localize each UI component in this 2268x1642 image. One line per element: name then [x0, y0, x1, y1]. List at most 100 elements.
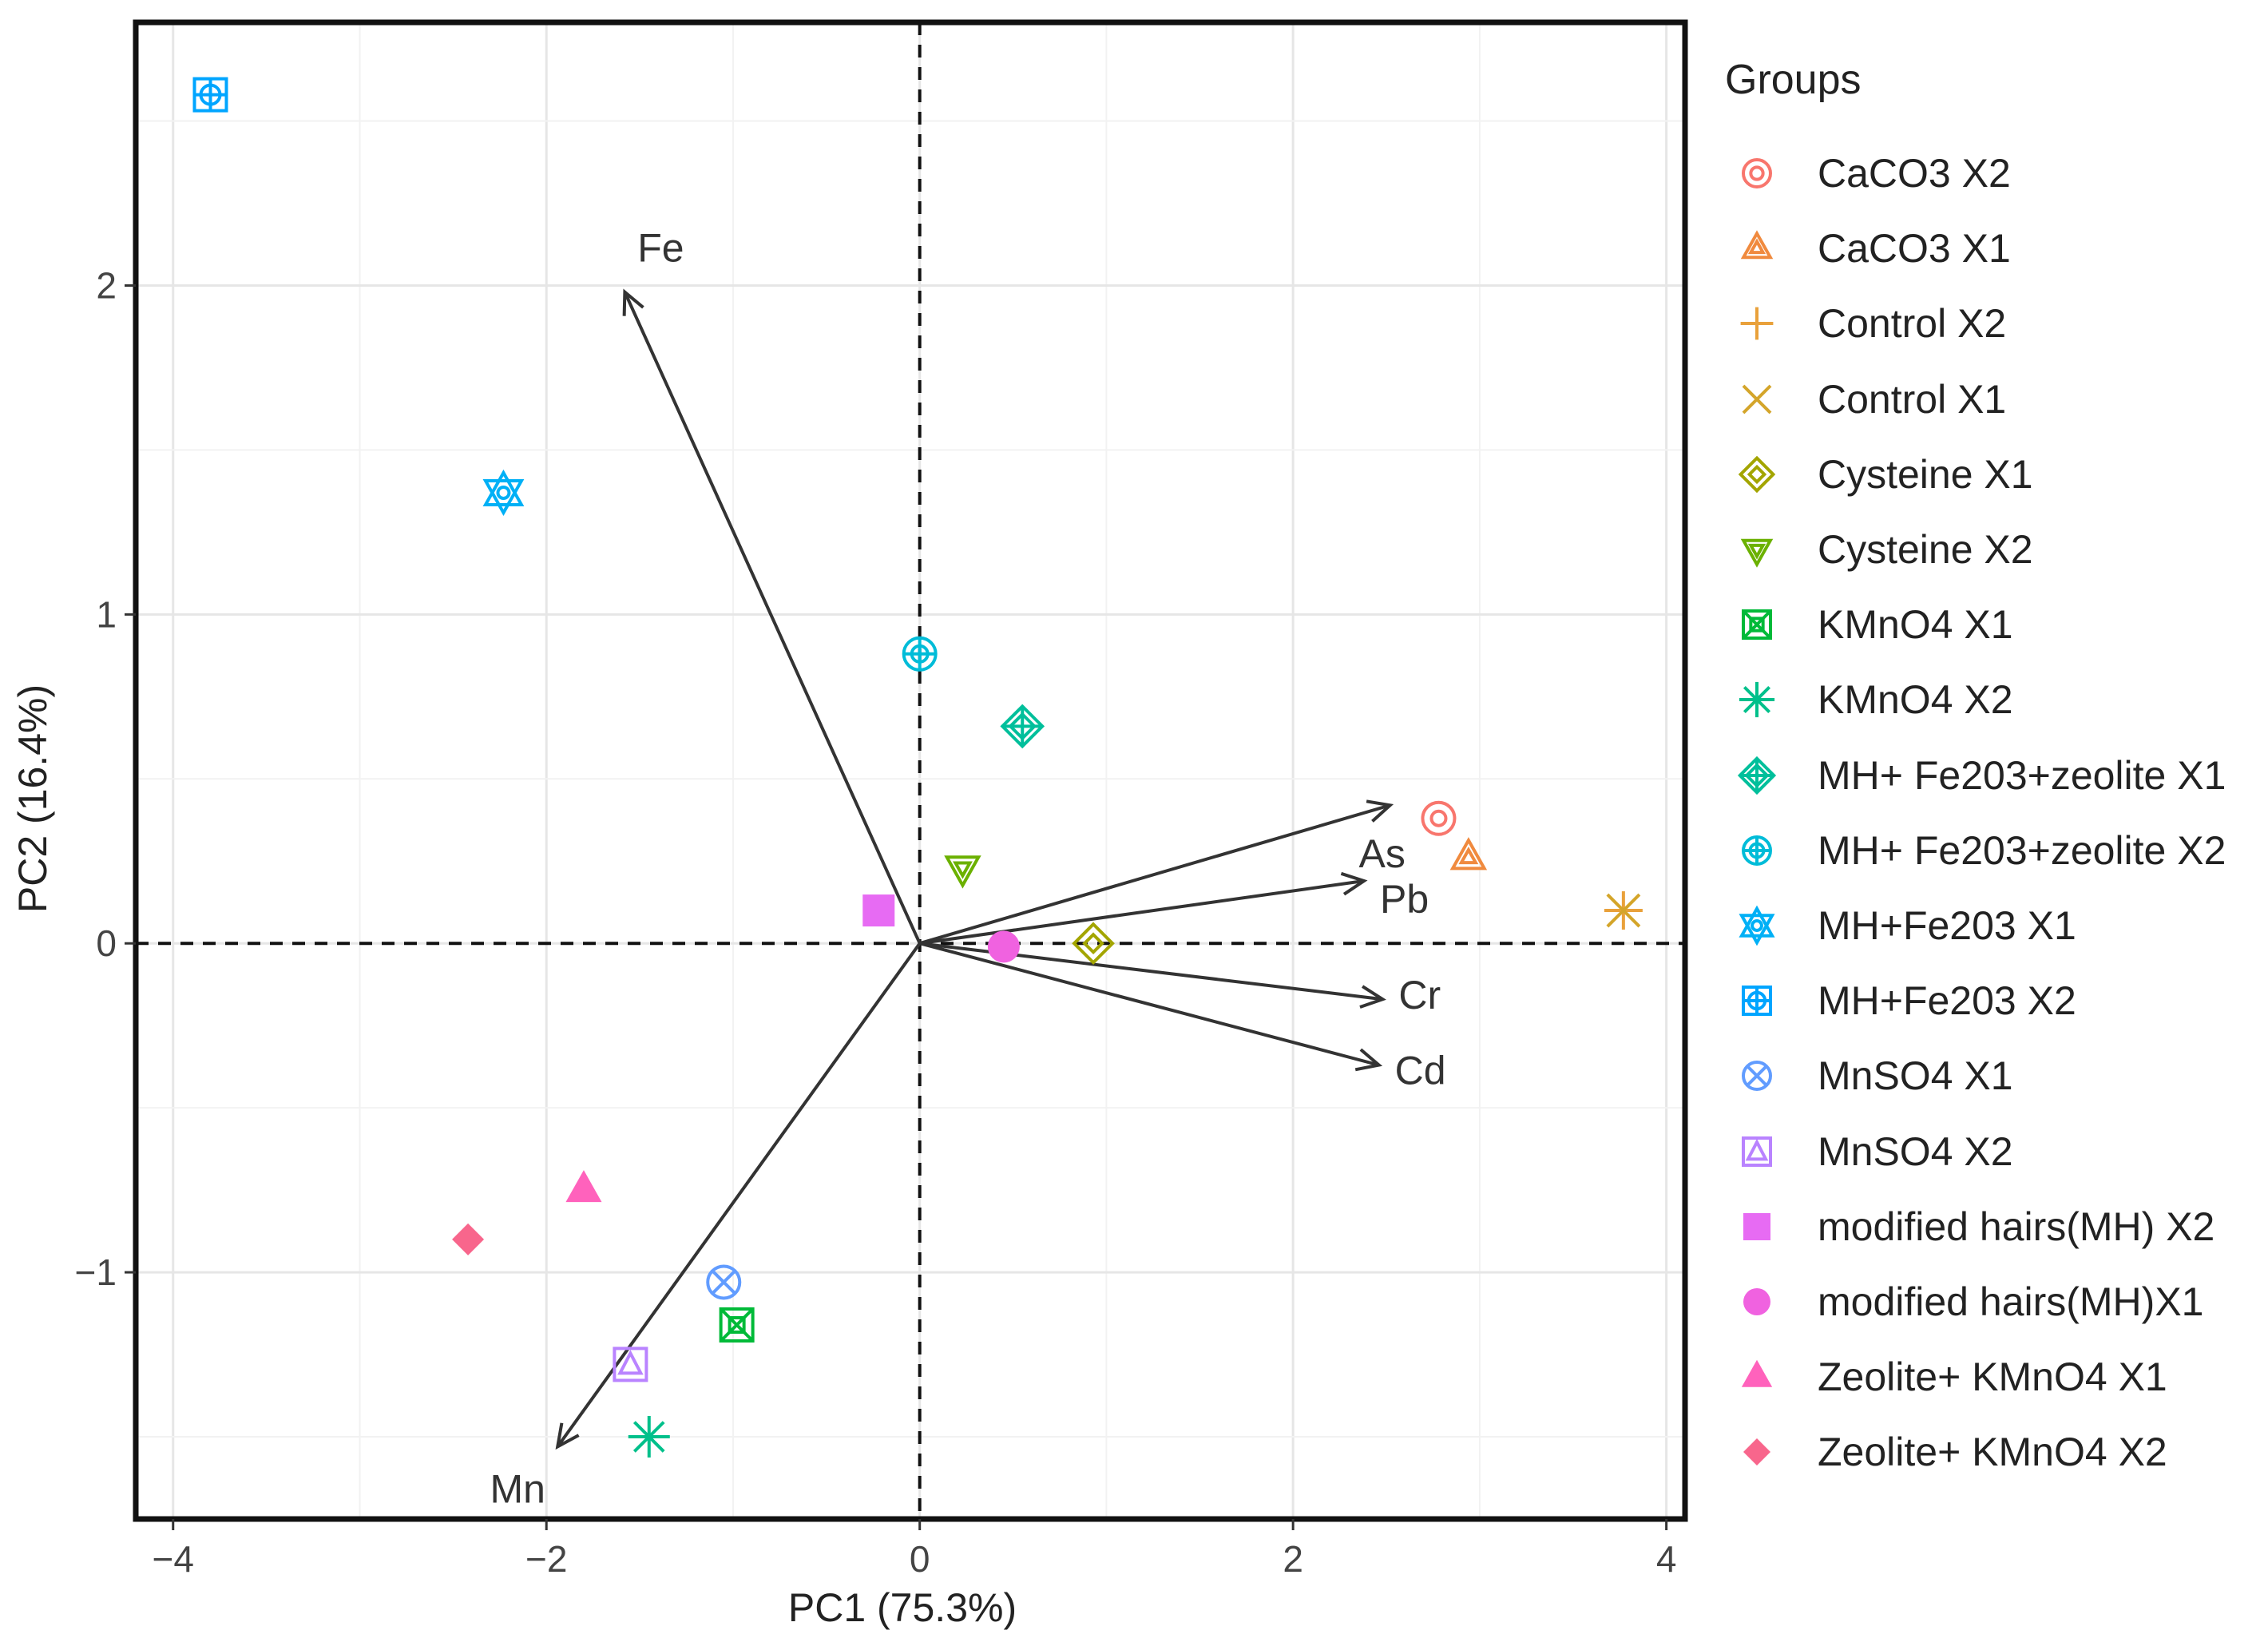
legend-key-icon	[1725, 894, 1789, 958]
data-point-12	[192, 77, 228, 113]
loading-label-mn: Mn	[490, 1466, 545, 1511]
legend-label: Control X1	[1818, 376, 2007, 422]
legend-label: MnSO4 X2	[1818, 1128, 2013, 1174]
loading-arrow-pb: Pb	[919, 871, 1429, 946]
loading-label-as: As	[1359, 831, 1406, 876]
y-tick-label: 2	[96, 264, 117, 306]
legend-item: CaCO3 X1	[1725, 211, 2252, 286]
grid-layer	[136, 22, 1685, 1519]
legend-item: MH+Fe203 X2	[1725, 963, 2252, 1038]
loading-arrow-cd: Cd	[919, 942, 1446, 1093]
data-point-16	[987, 930, 1020, 963]
legend-label: KMnO4 X2	[1818, 677, 2013, 723]
arrow-shaft	[556, 942, 922, 1448]
reference-lines	[136, 22, 1685, 1519]
data-point-8	[628, 1416, 670, 1458]
panel-border	[133, 19, 1688, 1522]
y-tick-label: −1	[75, 1251, 117, 1293]
legend-item: modified hairs(MH)X1	[1725, 1264, 2252, 1339]
x-tick-label: 4	[1656, 1538, 1677, 1580]
data-points	[192, 77, 1643, 1458]
legend-key-icon	[1725, 593, 1789, 656]
loading-arrow-mn: Mn	[490, 942, 922, 1511]
loading-label-pb: Pb	[1380, 877, 1429, 922]
data-point-18	[452, 1223, 485, 1255]
arrow-head	[1366, 799, 1394, 823]
data-point-11	[482, 469, 525, 517]
data-point-10	[902, 636, 938, 672]
y-tick-label: 0	[96, 922, 117, 964]
loading-label-fe: Fe	[637, 226, 684, 271]
x-tick-label: −4	[153, 1538, 194, 1580]
loading-arrow-cr: Cr	[919, 942, 1441, 1017]
legend-key-icon	[1725, 1120, 1789, 1184]
y-axis-label: PC2 (16.4%)	[10, 684, 55, 913]
legend-title: Groups	[1725, 57, 1862, 103]
arrow-head	[1359, 985, 1386, 1009]
legend-label: CaCO3 X2	[1818, 151, 2011, 196]
legend-key-icon	[1725, 1420, 1789, 1484]
legend-key-icon	[1725, 1270, 1789, 1334]
legend-key-icon	[1725, 292, 1789, 355]
data-point-14	[613, 1347, 648, 1382]
legend-key-icon	[1725, 367, 1789, 431]
data-point-4	[1606, 893, 1641, 928]
legend-key-icon	[1725, 1345, 1789, 1409]
legend-label: modified hairs(MH) X2	[1818, 1204, 2215, 1249]
x-tick-label: 2	[1283, 1538, 1303, 1580]
legend-item: MH+ Fe203+zeolite X2	[1725, 813, 2252, 888]
legend-item: Cysteine X2	[1725, 512, 2252, 587]
legend-key-icon	[1725, 216, 1789, 280]
arrow-head	[555, 1422, 580, 1450]
legend-key-icon	[1725, 1044, 1789, 1108]
legend: Groups CaCO3 X2 CaCO3 X1 Control X2 Control…	[1725, 48, 2252, 1489]
legend-item: MnSO4 X2	[1725, 1113, 2252, 1188]
legend-key-icon	[1725, 518, 1789, 581]
legend-key-icon	[1725, 141, 1789, 205]
loading-arrow-fe: Fe	[622, 226, 922, 945]
arrow-head	[1354, 1048, 1383, 1072]
loading-label-cr: Cr	[1398, 973, 1441, 1017]
data-point-17	[565, 1170, 602, 1203]
legend-key-icon	[1725, 969, 1789, 1033]
legend-item: Cysteine X1	[1725, 437, 2252, 512]
legend-item: CaCO3 X2	[1725, 136, 2252, 211]
legend-item: modified hairs(MH) X2	[1725, 1189, 2252, 1264]
data-point-9	[1000, 704, 1045, 749]
legend-key-icon	[1725, 1195, 1789, 1259]
arrow-head	[1340, 871, 1368, 896]
legend-item: MnSO4 X1	[1725, 1038, 2252, 1113]
legend-label: Cysteine X2	[1818, 527, 2033, 573]
legend-key-icon	[1725, 668, 1789, 732]
arrow-shaft	[919, 879, 1365, 946]
legend-key-icon	[1725, 819, 1789, 882]
data-point-5	[1072, 922, 1115, 966]
panel-frame	[133, 19, 1688, 1522]
legend-label: Cysteine X1	[1818, 451, 2033, 497]
data-point-13	[706, 1264, 742, 1300]
legend-label: KMnO4 X1	[1818, 602, 2013, 648]
y-tick-label: 1	[96, 593, 117, 635]
legend-item: MH+Fe203 X1	[1725, 888, 2252, 963]
legend-items: CaCO3 X2 CaCO3 X1 Control X2 Control X1 Cyst…	[1725, 136, 2252, 1489]
legend-label: CaCO3 X1	[1818, 226, 2011, 272]
loading-arrow-as: As	[919, 799, 1406, 946]
legend-label: MH+Fe203 X1	[1818, 902, 2076, 948]
legend-item: KMnO4 X1	[1725, 587, 2252, 662]
axis-ticks: −4 −2 0 2 4 −1 0 1 2	[75, 264, 1677, 1580]
legend-label: Zeolite+ KMnO4 X2	[1818, 1430, 2167, 1475]
data-point-2	[1449, 837, 1488, 871]
data-point-6	[944, 855, 981, 889]
arrow-shaft	[919, 942, 1380, 1067]
x-tick-label: 0	[910, 1538, 930, 1580]
legend-item: Zeolite+ KMnO4 X1	[1725, 1339, 2252, 1414]
legend-label: MH+ Fe203+zeolite X2	[1818, 827, 2226, 873]
x-tick-label: −2	[525, 1538, 567, 1580]
legend-label: MH+Fe203 X2	[1818, 978, 2076, 1024]
legend-item: KMnO4 X2	[1725, 662, 2252, 737]
legend-item: MH+ Fe203+zeolite X1	[1725, 738, 2252, 813]
legend-key-icon	[1725, 442, 1789, 506]
data-point-15	[862, 894, 895, 927]
